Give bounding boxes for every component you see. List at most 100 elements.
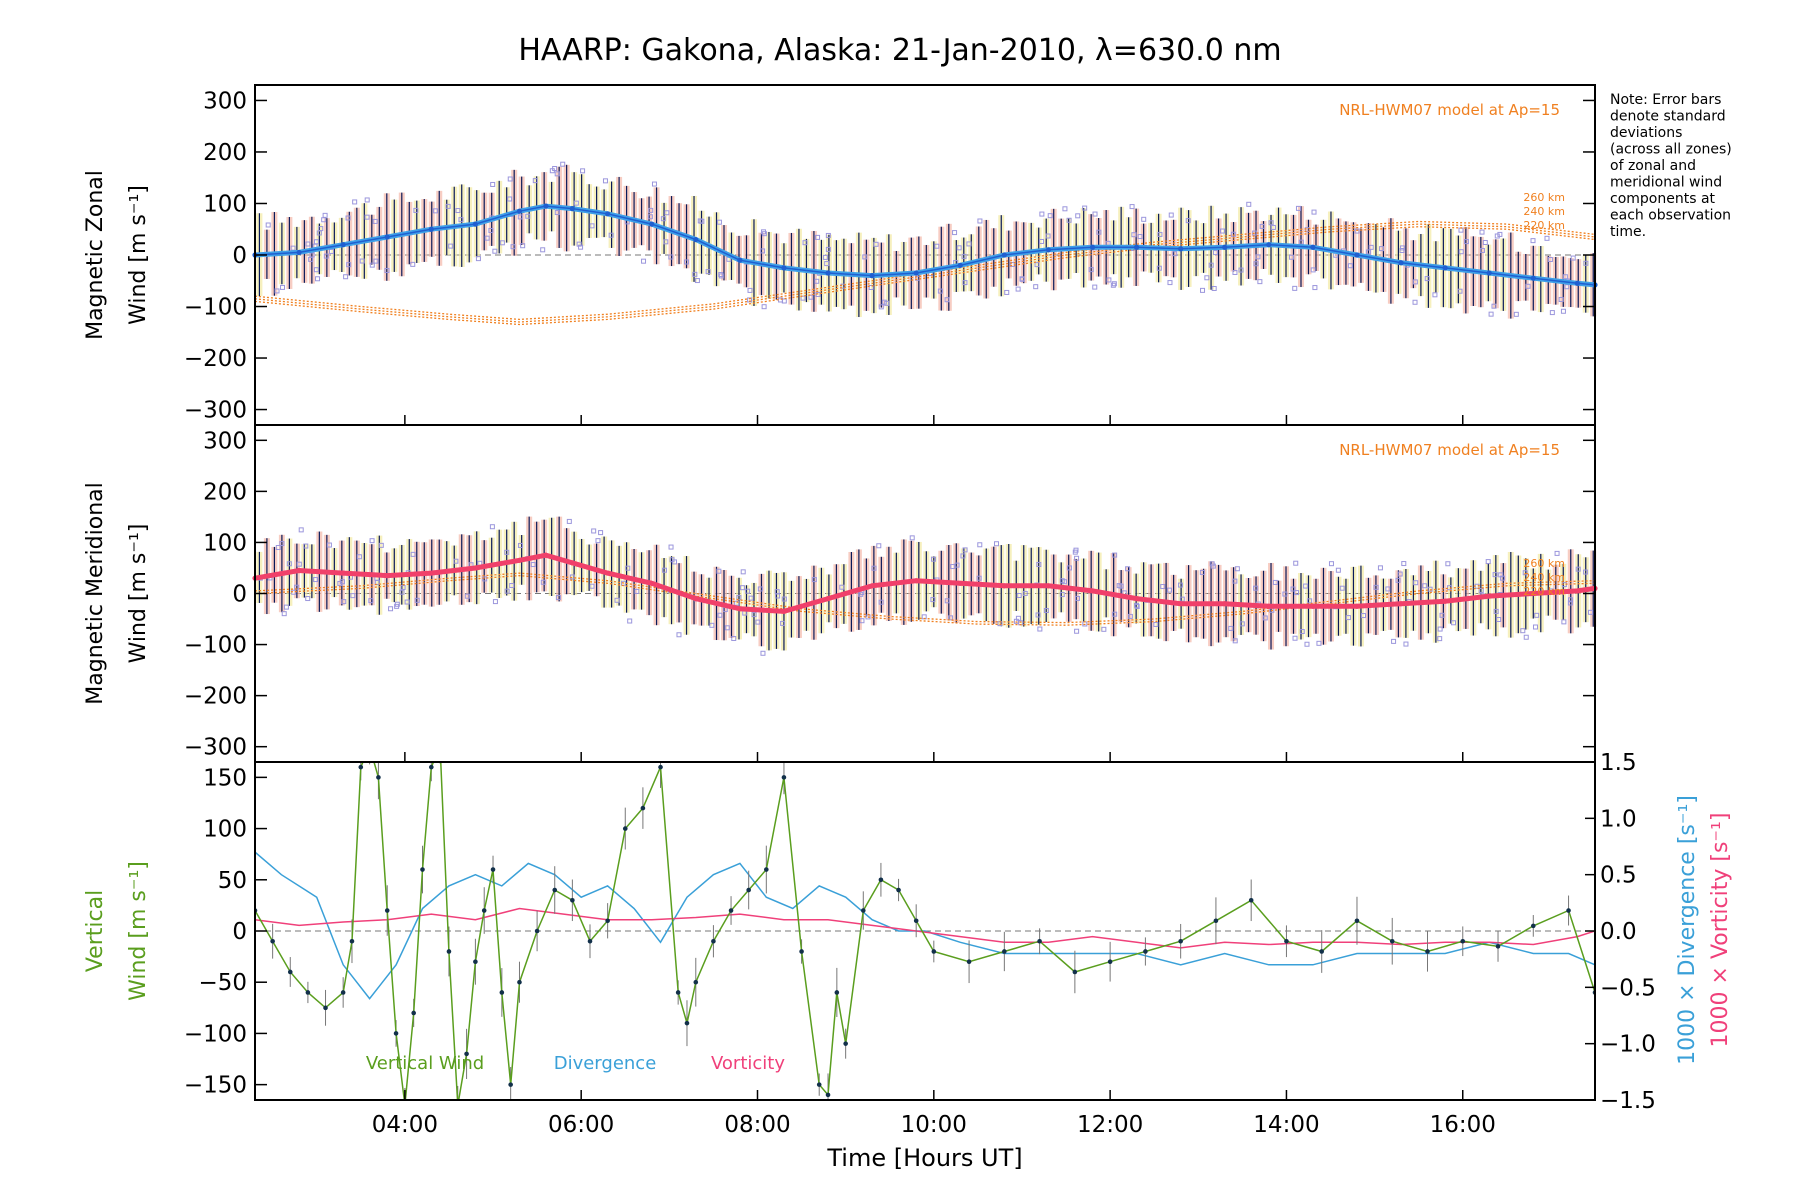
scatter-point [507,176,513,182]
y-tick-label: 0 [232,582,247,608]
scatter-point [1534,612,1540,618]
scatter-point [1395,577,1401,583]
wind-point [869,273,875,279]
vertical-wind-point [481,908,487,913]
scatter-point [323,253,329,259]
y-tick-label: 100 [203,191,247,217]
scatter-point [1568,597,1574,603]
scatter-point [356,554,362,560]
scatter-point [909,535,915,541]
model-label: NRL-HWM07 model at Ap=15 [1339,101,1560,119]
model-curve [254,574,1596,626]
scatter-point [413,207,419,213]
scatter-point [1112,611,1118,617]
y-tick-label: −100 [184,295,247,321]
x-tick-label: 10:00 [901,1112,967,1138]
scatter-point [634,588,640,594]
wind-point [693,596,699,602]
scatter-point [369,538,375,544]
y2-axis-label-divergence: 1000 × Divergence [s⁻¹] [1675,795,1700,1065]
vertical-wind-point [367,744,372,749]
scatter-point [290,245,296,251]
y-tick-label: 200 [203,140,247,166]
scatter-point [313,239,319,245]
vertical-wind-point [438,744,443,749]
note-line: (across all zones) [1610,142,1732,158]
vertical-wind-point [711,938,716,944]
scatter-point [1522,570,1528,576]
scatter-point [309,252,315,258]
vertical-wind-point [834,990,840,995]
scatter-point [554,210,560,216]
scatter-point [840,283,846,289]
y2-tick-label: 0.5 [1600,863,1637,889]
scatter-point [683,259,689,265]
scatter-point [952,230,958,236]
scatter-point [736,595,742,601]
vertical-wind-point [1213,918,1219,924]
scatter-point [313,267,319,273]
scatter-point [1558,296,1564,302]
x-tick-label: 12:00 [1077,1112,1143,1138]
scatter-point [1062,206,1068,212]
model-level-label: 220 km [1523,219,1565,232]
scatter-point [1074,555,1080,561]
scatter-point [1293,560,1299,566]
scatter-point [976,575,982,581]
scatter-point [1234,566,1240,572]
scatter-point [962,280,968,286]
scatter-point [1304,641,1310,647]
vertical-wind-point [728,908,734,913]
scatter-point [602,178,608,184]
scatter-point [364,197,370,203]
y-tick-label: −100 [184,1021,247,1047]
scatter-point [648,207,654,213]
y-axis-label-line2: Wind [m s⁻¹] [126,185,151,325]
scatter-point [1458,249,1464,255]
y-tick-label: 300 [203,88,247,114]
scatter-point [1549,310,1555,316]
wind-point [340,570,346,576]
vertical-wind-point [517,979,522,985]
scatter-point [608,232,614,238]
y-tick-label: 50 [218,868,247,894]
scatter-point [589,583,595,589]
scatter-point [1239,621,1245,627]
wind-point [543,552,549,558]
scatter-point [1288,254,1294,260]
wind-point [384,573,390,579]
vertical-wind-point [420,867,425,872]
scatter-point [774,589,780,595]
scatter-point [410,261,416,267]
x-axis-label: Time [Hours UT] [826,1144,1022,1172]
wind-point [649,221,655,227]
vertical-wind-point [508,1082,513,1087]
scatter-point [1185,218,1191,224]
scatter-point [448,243,454,249]
scatter-point [1036,561,1042,567]
scatter-point [1209,561,1215,567]
scatter-point [1303,583,1309,589]
scatter-point [374,580,380,586]
scatter-point [560,161,566,167]
vertical-wind-point [464,1051,469,1057]
scatter-point [873,241,879,247]
wind-point [1045,247,1052,253]
wind-point [428,570,434,576]
scatter-point [705,269,711,275]
wind-point [1133,244,1140,250]
vertical-wind-point [403,1103,408,1108]
scatter-point [1160,584,1166,590]
wind-point [1442,598,1448,604]
scatter-point [1520,628,1526,634]
scatter-point [1033,284,1039,290]
model-level-label: 220 km [1523,585,1565,598]
scatter-point [1401,561,1407,567]
scatter-point [1345,615,1351,621]
vertical-wind-point [1037,938,1042,944]
scatter-point [871,565,877,571]
scatter-point [676,632,682,638]
scatter-point [757,586,763,592]
wind-point [693,236,699,243]
scatter-point [432,208,438,214]
